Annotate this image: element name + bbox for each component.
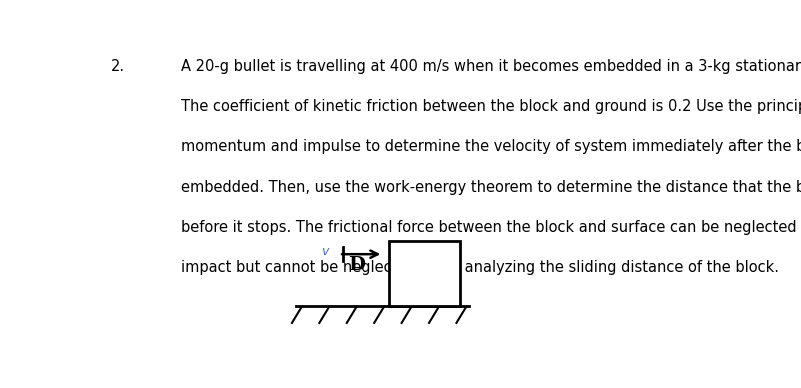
Text: D: D (348, 256, 365, 274)
Text: impact but cannot be neglected when analyzing the sliding distance of the block.: impact but cannot be neglected when anal… (181, 260, 779, 275)
Bar (388, 241, 460, 307)
Text: before it stops. The frictional force between the block and surface can be negle: before it stops. The frictional force be… (181, 220, 801, 235)
Text: embedded. Then, use the work-energy theorem to determine the distance that the b: embedded. Then, use the work-energy theo… (181, 180, 801, 194)
Text: 2.: 2. (111, 59, 126, 73)
Text: momentum and impulse to determine the velocity of system immediately after the b: momentum and impulse to determine the ve… (181, 139, 801, 154)
Text: A 20-g bullet is travelling at 400 m/s when it becomes embedded in a 3-kg statio: A 20-g bullet is travelling at 400 m/s w… (181, 59, 801, 73)
Text: The coefficient of kinetic friction between the block and ground is 0.2 Use the : The coefficient of kinetic friction betw… (181, 99, 801, 114)
Text: v: v (321, 245, 328, 258)
